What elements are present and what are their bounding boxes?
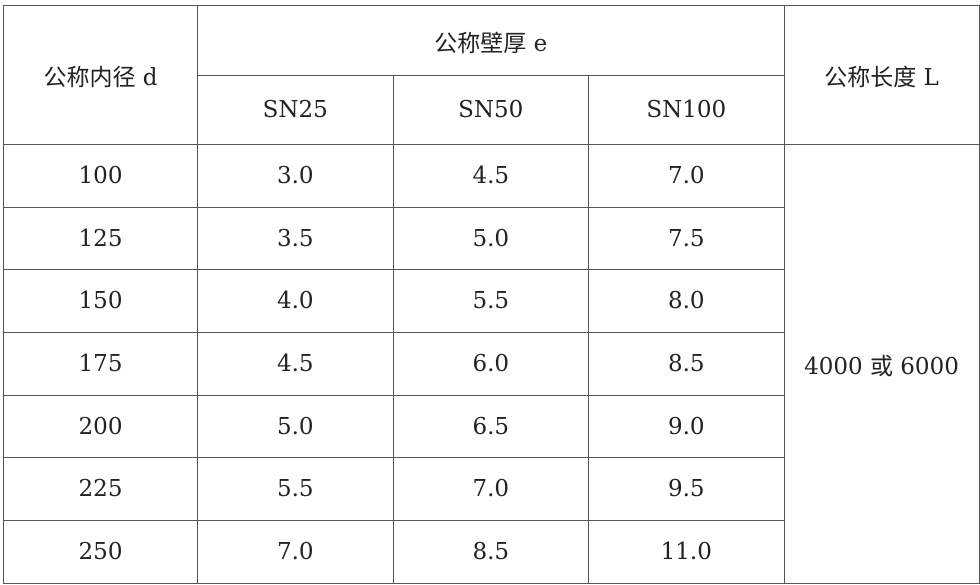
cell-d: 125: [3, 206, 198, 271]
cell-sn25: 3.0: [197, 144, 394, 208]
table-row: 100 3.0 4.5 7.0 4000 或 6000: [3, 144, 980, 584]
cell-sn100: 7.5: [588, 206, 785, 271]
table-row: 150 4.0 5.5 8.0: [3, 269, 980, 334]
cell-sn50: 4.5: [392, 144, 589, 208]
cell-sn50: 5.5: [392, 269, 589, 334]
table-row: 200 5.0 6.5 9.0: [3, 394, 980, 459]
cell-sn25: 4.0: [197, 269, 394, 334]
table-row: 175 4.5 6.0 8.5: [3, 332, 980, 396]
cell-sn100: 8.0: [588, 269, 785, 334]
cell-d: 175: [3, 332, 198, 396]
cell-sn50: 7.0: [392, 457, 589, 522]
table-row: 250 7.0 8.5 11.0: [3, 520, 980, 584]
cell-sn100: 9.5: [588, 457, 785, 522]
table-row: 125 3.5 5.0 7.5: [3, 206, 980, 271]
header-sn50: SN50: [392, 75, 589, 145]
cell-sn100: 11.0: [588, 520, 785, 584]
cell-sn50: 5.0: [392, 206, 589, 271]
cell-length: 4000 或 6000: [783, 144, 980, 584]
cell-sn100: 9.0: [588, 394, 785, 459]
header-thickness: 公称壁厚 e: [197, 5, 785, 76]
pipe-dimensions-table: 公称内径 d 公称壁厚 e 公称长度 L SN25 SN50 SN100 100…: [3, 5, 980, 584]
cell-sn100: 8.5: [588, 332, 785, 396]
header-sn25: SN25: [197, 75, 394, 145]
cell-d: 225: [3, 457, 198, 522]
cell-sn50: 8.5: [392, 520, 589, 584]
cell-sn50: 6.5: [392, 394, 589, 459]
cell-d: 100: [3, 144, 198, 208]
cell-sn25: 4.5: [197, 332, 394, 396]
header-length: 公称长度 L: [783, 5, 980, 145]
cell-sn25: 5.5: [197, 457, 394, 522]
cell-sn25: 5.0: [197, 394, 394, 459]
cell-d: 150: [3, 269, 198, 334]
cell-d: 250: [3, 520, 198, 584]
cell-sn25: 3.5: [197, 206, 394, 271]
header-diameter: 公称内径 d: [3, 5, 198, 145]
cell-sn25: 7.0: [197, 520, 394, 584]
cell-sn100: 7.0: [588, 144, 785, 208]
cell-d: 200: [3, 394, 198, 459]
cell-sn50: 6.0: [392, 332, 589, 396]
table-row: 225 5.5 7.0 9.5: [3, 457, 980, 522]
header-sn100: SN100: [588, 75, 785, 145]
